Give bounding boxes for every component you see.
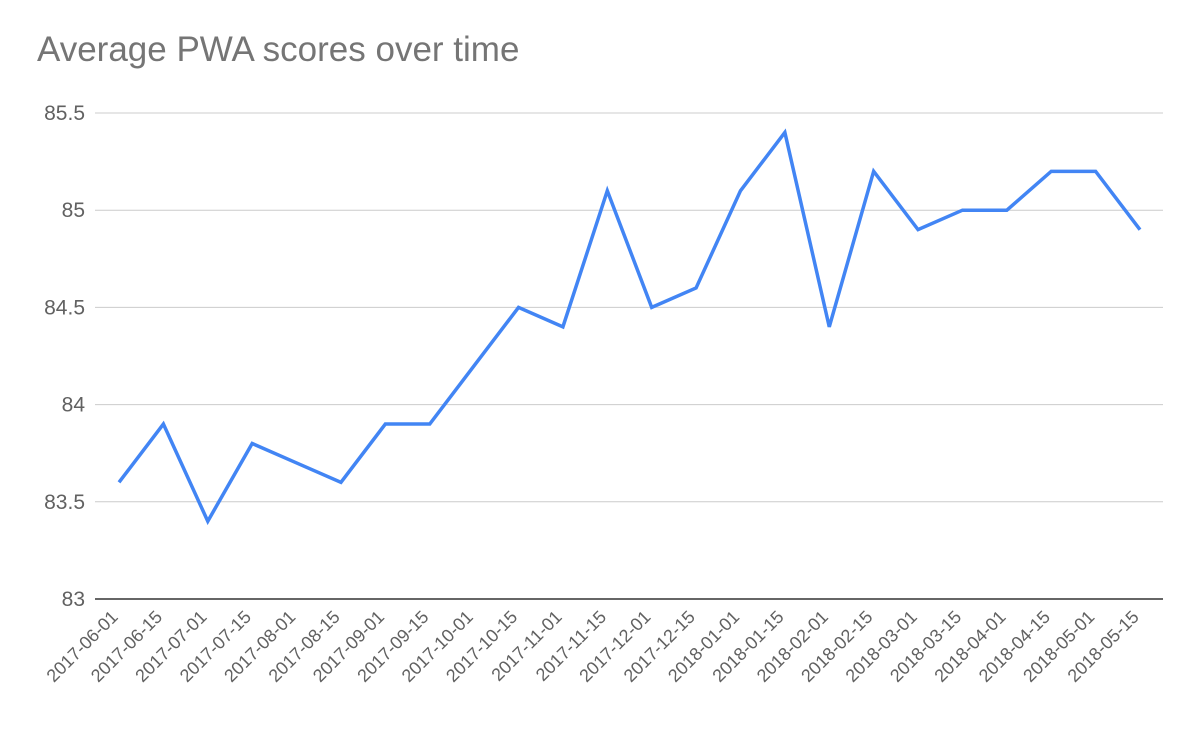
data-point	[249, 440, 255, 446]
chart-title: Average PWA scores over time	[37, 30, 520, 69]
data-point	[826, 324, 832, 330]
data-point	[1137, 227, 1143, 233]
y-tick-label: 84	[62, 394, 86, 417]
data-point	[427, 421, 433, 427]
data-point	[1004, 207, 1010, 213]
x-axis-ticks: 2017-06-012017-06-152017-07-012017-07-15…	[43, 607, 1143, 686]
y-tick-label: 85	[62, 199, 85, 222]
data-point	[782, 129, 788, 135]
data-point	[649, 304, 655, 310]
data-point	[1048, 168, 1054, 174]
data-point	[382, 421, 388, 427]
data-point	[693, 285, 699, 291]
y-tick-label: 83	[62, 588, 85, 611]
y-tick-label: 85.5	[44, 102, 85, 125]
data-point	[516, 304, 522, 310]
data-point	[871, 168, 877, 174]
data-point	[338, 479, 344, 485]
y-tick-label: 84.5	[44, 296, 85, 319]
data-point	[737, 188, 743, 194]
y-tick-label: 83.5	[44, 491, 85, 514]
data-point	[560, 324, 566, 330]
y-axis-ticks: 83 83.5 84 84.5 85 85.5	[44, 102, 85, 611]
data-point	[915, 227, 921, 233]
data-point	[604, 188, 610, 194]
data-point	[294, 460, 300, 466]
series-line	[117, 128, 1142, 526]
series-layer	[116, 128, 1143, 526]
gridlines	[95, 112, 1163, 600]
data-point	[205, 518, 211, 524]
data-point	[160, 421, 166, 427]
data-point	[471, 363, 477, 369]
data-point	[1093, 168, 1099, 174]
data-point	[116, 479, 122, 485]
data-point	[959, 207, 965, 213]
